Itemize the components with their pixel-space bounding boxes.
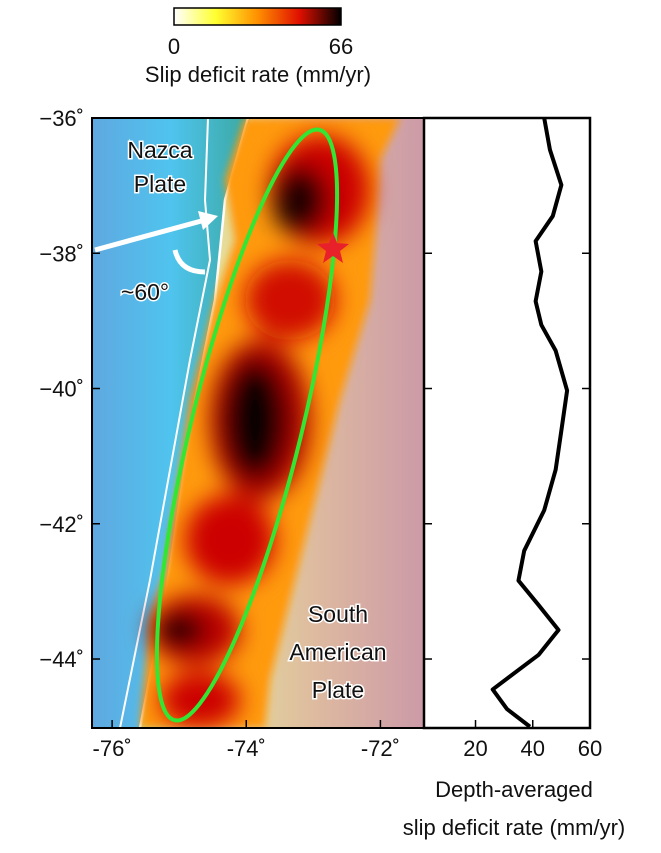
plate-arrow: [94, 217, 206, 253]
y-tick-label: −40˚: [39, 377, 84, 402]
slip-heatmap: [140, 118, 400, 728]
x-axis-label: Depth-averaged: [435, 777, 593, 802]
x-tick-label: 20: [463, 736, 487, 761]
annotation: ~60°: [121, 279, 169, 305]
line: [490, 117, 570, 729]
x-tick-label: -72˚: [361, 736, 400, 761]
colorbar-label: Slip deficit rate (mm/yr): [145, 62, 371, 87]
map-background: [92, 118, 424, 728]
y-tick-label: −36˚: [39, 106, 84, 131]
annotation: South: [308, 601, 368, 627]
colorbar: [173, 7, 342, 26]
annotation: Plate: [312, 677, 364, 703]
epicenter-star: [317, 232, 349, 263]
colorbar-tick-label: 0: [168, 34, 180, 59]
y-tick-label: −38˚: [39, 241, 84, 266]
colorbar-tick-label: 66: [329, 34, 353, 59]
y-tick-label: −42˚: [39, 512, 84, 537]
x-tick-label: -74˚: [227, 736, 266, 761]
rupture-ellipse: [154, 127, 340, 723]
x-axis-label: slip deficit rate (mm/yr): [403, 815, 625, 840]
profile-frame: [422, 116, 592, 730]
x-tick-label: -76˚: [93, 736, 132, 761]
annotation: Nazca: [127, 137, 192, 163]
y-tick-label: −44˚: [39, 647, 84, 672]
annotation: American: [289, 639, 386, 665]
annotation: Plate: [134, 171, 186, 197]
x-tick-label: 40: [521, 736, 545, 761]
x-tick-label: 60: [578, 736, 602, 761]
